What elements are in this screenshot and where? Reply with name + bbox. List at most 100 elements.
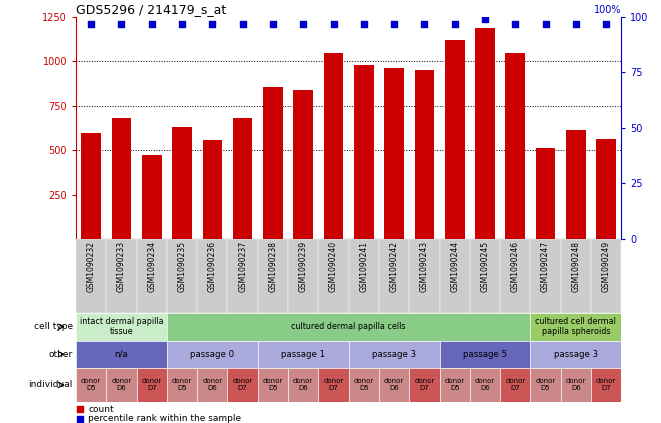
Point <box>176 20 187 27</box>
Text: GSM1090236: GSM1090236 <box>208 241 217 292</box>
Bar <box>233 118 253 239</box>
Bar <box>137 368 167 402</box>
Text: GSM1090238: GSM1090238 <box>268 241 278 292</box>
Text: donor
D5: donor D5 <box>81 379 101 391</box>
Text: 100%: 100% <box>594 5 621 15</box>
Text: donor
D6: donor D6 <box>293 379 313 391</box>
Text: passage 5: passage 5 <box>463 350 507 359</box>
Text: donor
D5: donor D5 <box>445 379 465 391</box>
Bar <box>202 140 222 239</box>
Bar <box>258 239 288 313</box>
Bar <box>197 368 227 402</box>
Text: GSM1090248: GSM1090248 <box>571 241 580 292</box>
Bar <box>354 65 373 239</box>
Text: donor
D6: donor D6 <box>384 379 405 391</box>
Text: donor
D7: donor D7 <box>323 379 344 391</box>
Text: donor
D5: donor D5 <box>535 379 556 391</box>
Text: donor
D7: donor D7 <box>505 379 525 391</box>
Bar <box>137 239 167 313</box>
Bar <box>324 53 343 239</box>
Bar <box>288 368 319 402</box>
Text: other: other <box>48 350 73 359</box>
Text: cultured dermal papilla cells: cultured dermal papilla cells <box>292 322 406 331</box>
Text: donor
D7: donor D7 <box>596 379 616 391</box>
Point <box>329 20 339 27</box>
Text: GSM1090245: GSM1090245 <box>481 241 490 292</box>
Point <box>389 20 399 27</box>
Bar <box>112 118 132 239</box>
Text: donor
D6: donor D6 <box>202 379 223 391</box>
Text: cell type: cell type <box>34 322 73 331</box>
Text: GSM1090239: GSM1090239 <box>299 241 308 292</box>
Text: donor
D5: donor D5 <box>354 379 374 391</box>
Text: individual: individual <box>28 380 73 390</box>
Text: cultured cell dermal
papilla spheroids: cultured cell dermal papilla spheroids <box>535 317 616 336</box>
Bar <box>445 40 465 239</box>
Bar <box>440 341 530 368</box>
Bar <box>440 368 470 402</box>
Bar <box>591 368 621 402</box>
Text: donor
D5: donor D5 <box>263 379 283 391</box>
Bar <box>506 53 525 239</box>
Bar <box>566 130 586 239</box>
Bar <box>349 368 379 402</box>
Bar <box>167 239 197 313</box>
Bar <box>530 368 561 402</box>
Text: GSM1090244: GSM1090244 <box>450 241 459 292</box>
Bar <box>167 313 530 341</box>
Point <box>540 20 551 27</box>
Bar <box>76 341 167 368</box>
Point <box>75 406 86 413</box>
Point <box>449 20 460 27</box>
Point <box>480 16 490 22</box>
Bar <box>596 139 616 239</box>
Text: donor
D5: donor D5 <box>172 379 192 391</box>
Bar <box>536 148 555 239</box>
Point <box>86 20 97 27</box>
Bar <box>414 70 434 239</box>
Text: donor
D6: donor D6 <box>475 379 495 391</box>
Bar <box>173 127 192 239</box>
Bar <box>470 368 500 402</box>
Text: passage 0: passage 0 <box>190 350 235 359</box>
Bar <box>319 239 349 313</box>
Bar <box>561 368 591 402</box>
Bar <box>530 341 621 368</box>
Bar <box>106 239 137 313</box>
Bar <box>530 239 561 313</box>
Bar <box>293 90 313 239</box>
Bar <box>167 341 258 368</box>
Point <box>601 20 611 27</box>
Bar <box>76 313 167 341</box>
Bar <box>227 368 258 402</box>
Text: GSM1090246: GSM1090246 <box>511 241 520 292</box>
Text: GSM1090232: GSM1090232 <box>87 241 96 292</box>
Bar <box>561 239 591 313</box>
Text: donor
D6: donor D6 <box>111 379 132 391</box>
Bar <box>106 368 137 402</box>
Point <box>237 20 248 27</box>
Text: GSM1090249: GSM1090249 <box>602 241 611 292</box>
Point <box>268 20 278 27</box>
Text: intact dermal papilla
tissue: intact dermal papilla tissue <box>79 317 163 336</box>
Bar <box>76 368 106 402</box>
Bar <box>76 239 106 313</box>
Text: GSM1090243: GSM1090243 <box>420 241 429 292</box>
Bar <box>409 368 440 402</box>
Bar <box>167 368 197 402</box>
Point <box>298 20 309 27</box>
Text: percentile rank within the sample: percentile rank within the sample <box>88 414 241 423</box>
Text: donor
D6: donor D6 <box>566 379 586 391</box>
Point <box>116 20 127 27</box>
Bar <box>349 239 379 313</box>
Bar <box>263 87 283 239</box>
Text: count: count <box>88 405 114 414</box>
Text: passage 3: passage 3 <box>554 350 598 359</box>
Bar <box>591 239 621 313</box>
Bar <box>440 239 470 313</box>
Bar <box>500 368 530 402</box>
Bar <box>379 239 409 313</box>
Text: donor
D7: donor D7 <box>233 379 253 391</box>
Text: passage 3: passage 3 <box>372 350 416 359</box>
Text: GSM1090233: GSM1090233 <box>117 241 126 292</box>
